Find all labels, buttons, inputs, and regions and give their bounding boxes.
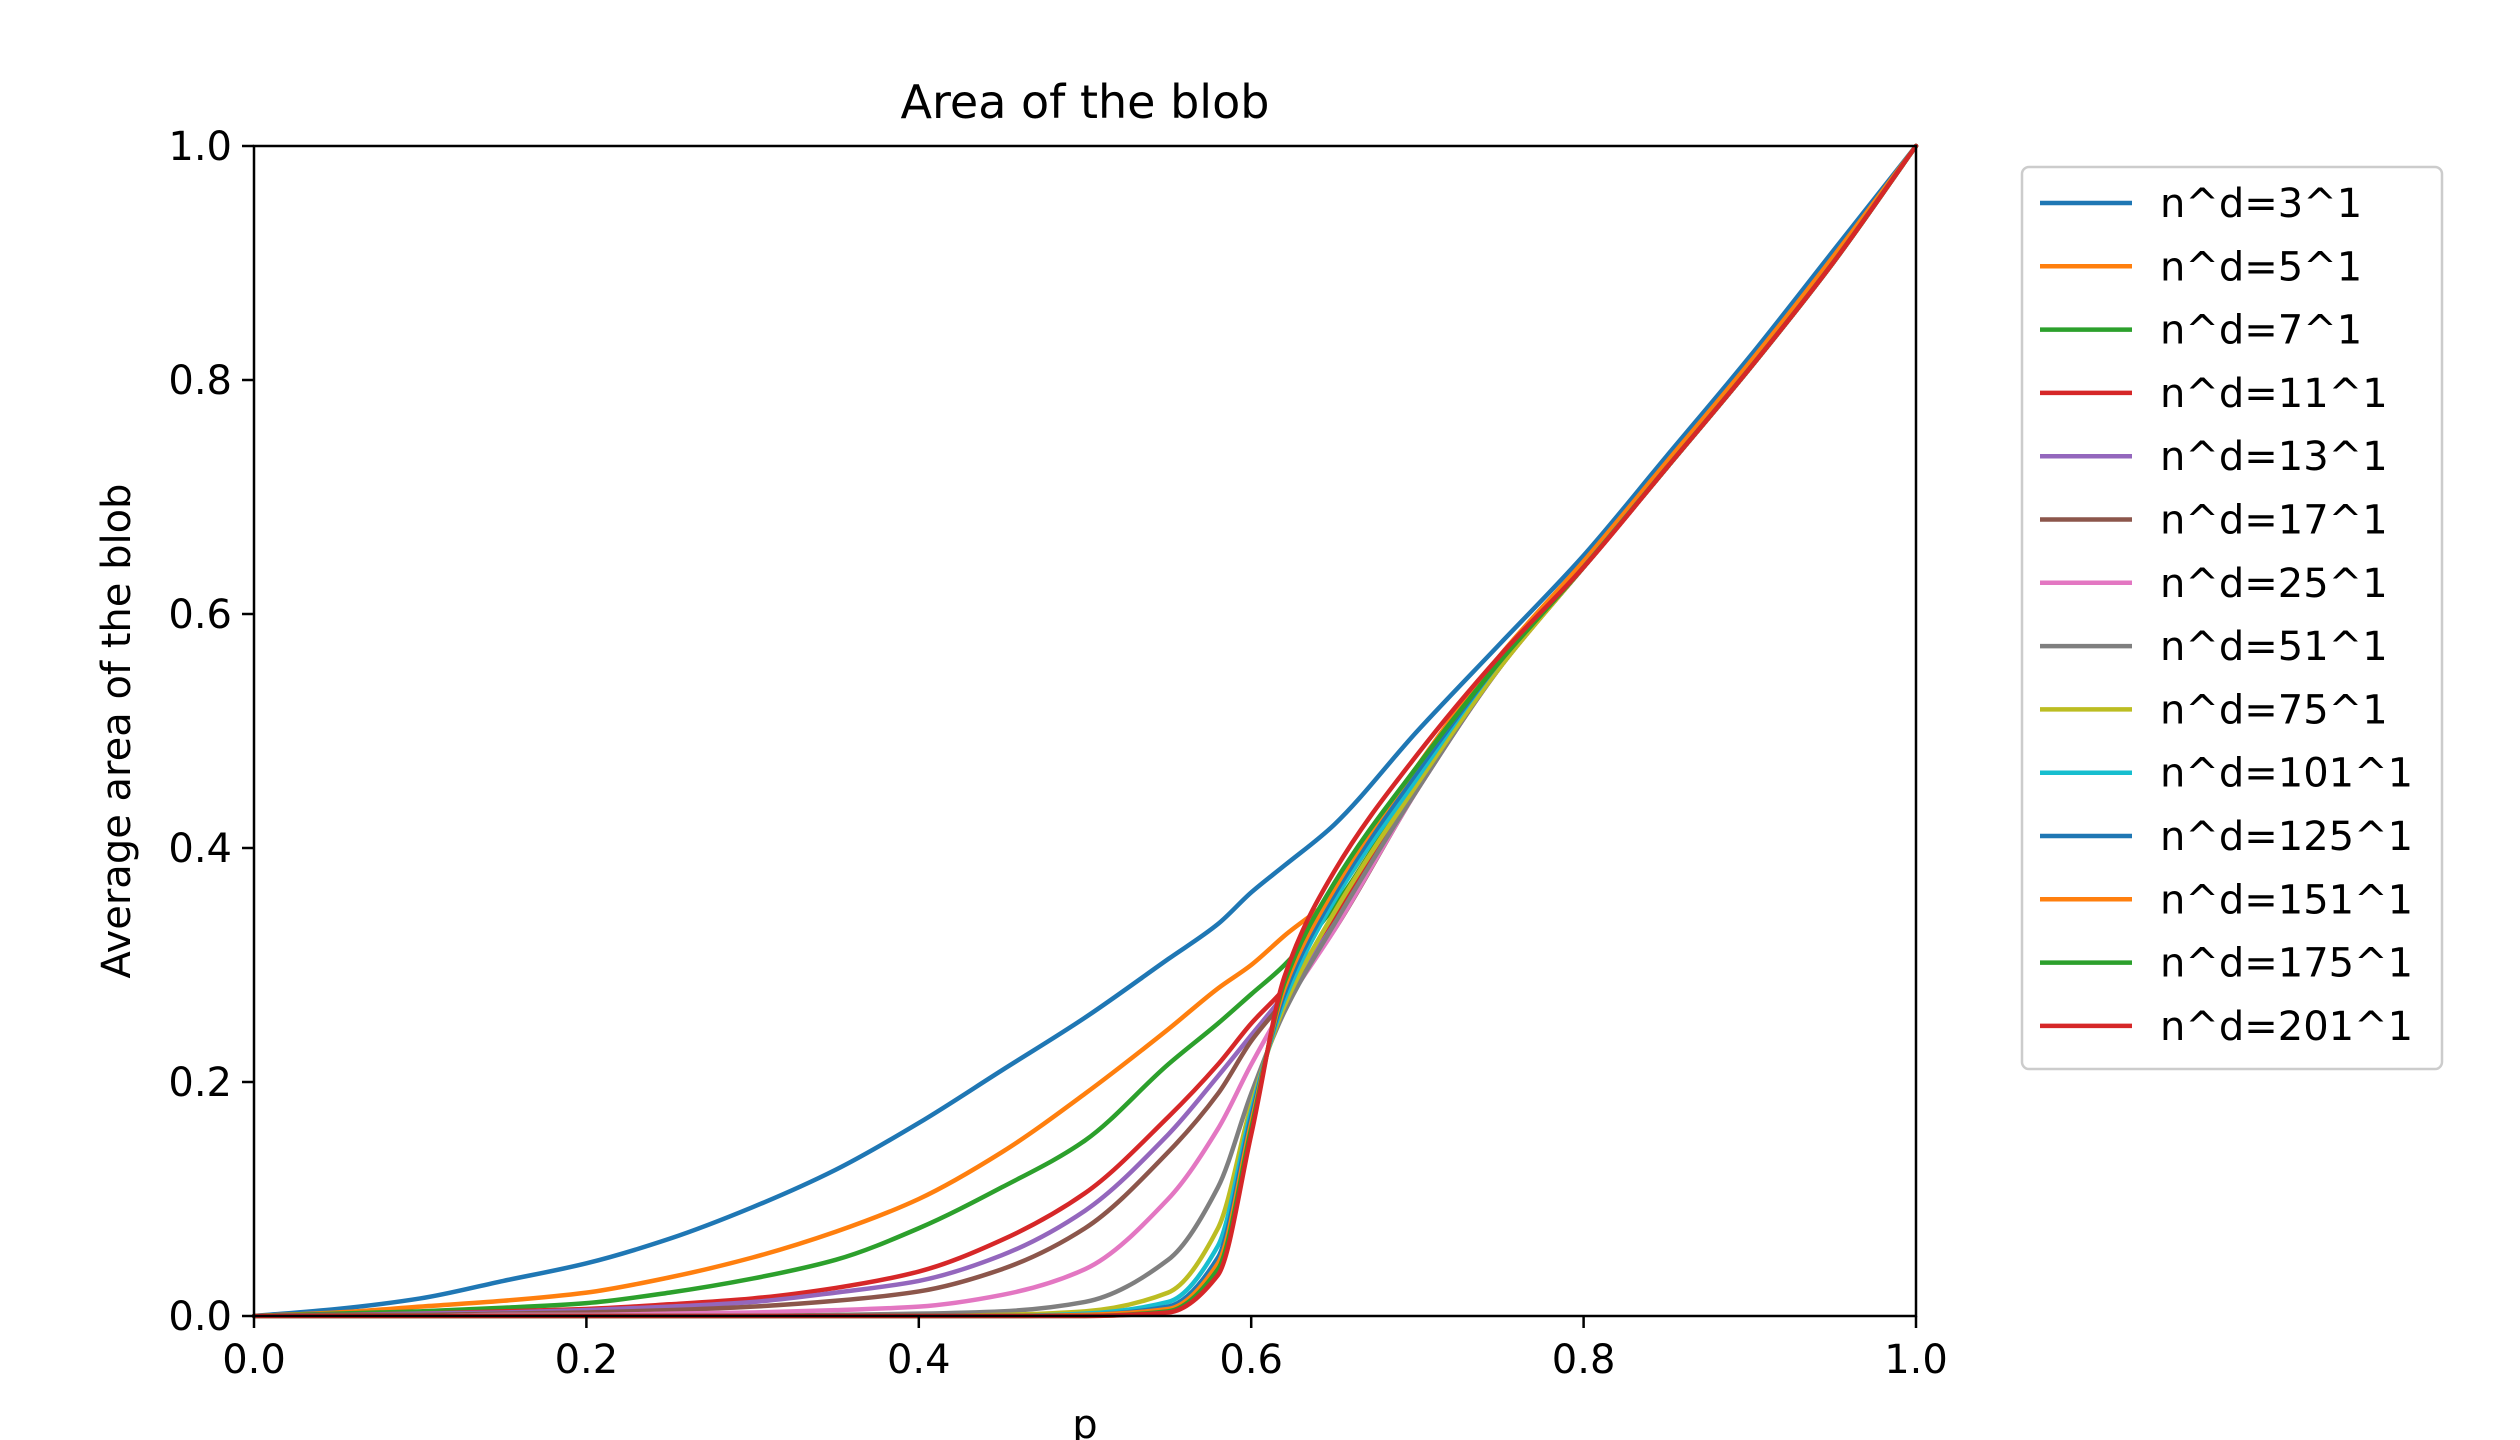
legend-label: n^d=75^1 <box>2160 687 2388 733</box>
legend-frame <box>2020 165 2444 1071</box>
plot-area <box>251 143 1919 1319</box>
x-tick-label: 0.4 <box>887 1337 951 1383</box>
y-tick-label: 0.4 <box>168 826 232 872</box>
legend-label: n^d=11^1 <box>2160 371 2388 417</box>
legend-label: n^d=13^1 <box>2160 434 2388 480</box>
legend-label: n^d=3^1 <box>2160 181 2362 227</box>
y-axis-label: Average area of the blob <box>94 484 140 979</box>
y-tick-label: 0.2 <box>168 1060 232 1106</box>
legend-label: n^d=25^1 <box>2160 561 2388 607</box>
legend-label: n^d=7^1 <box>2160 308 2362 354</box>
chart-title: Area of the blob <box>901 75 1270 129</box>
x-axis-label: p <box>1072 1402 1097 1440</box>
legend-label: n^d=17^1 <box>2160 498 2388 544</box>
legend-label: n^d=125^1 <box>2160 814 2413 860</box>
plot-frame <box>252 144 1918 1318</box>
y-tick-label: 0.8 <box>168 358 232 404</box>
y-tick-label: 0.0 <box>168 1294 232 1340</box>
y-tick-label: 1.0 <box>168 124 232 170</box>
x-tick-label: 0.6 <box>1219 1337 1283 1383</box>
legend-label: n^d=175^1 <box>2160 941 2413 987</box>
legend-label: n^d=5^1 <box>2160 244 2362 290</box>
legend: n^d=3^1 n^d=5^1 n^d=7^1 n^d=11^1 n^d=13^1 n^d… <box>2020 165 2444 1071</box>
x-tick-label: 1.0 <box>1884 1337 1948 1383</box>
series-line-1 <box>251 143 1919 1319</box>
x-tick-label: 0.0 <box>222 1337 286 1383</box>
x-tick-label: 0.8 <box>1552 1337 1616 1383</box>
y-tick-label: 0.6 <box>168 592 232 638</box>
y-axis: 0.0 0.2 0.4 0.6 0.8 1.0 <box>168 124 254 1340</box>
plot-background <box>254 146 1916 1316</box>
series-line-2 <box>251 143 1919 1319</box>
legend-label: n^d=51^1 <box>2160 624 2388 670</box>
x-tick-label: 0.2 <box>555 1337 619 1383</box>
legend-label: n^d=201^1 <box>2160 1004 2413 1050</box>
legend-items: n^d=3^1 n^d=5^1 n^d=7^1 n^d=11^1 n^d=13^1 n^d… <box>2040 181 2413 1050</box>
legend-label: n^d=101^1 <box>2160 751 2413 797</box>
legend-label: n^d=151^1 <box>2160 877 2413 923</box>
x-axis: 0.0 0.2 0.4 0.6 0.8 1.0 <box>222 1316 1948 1383</box>
